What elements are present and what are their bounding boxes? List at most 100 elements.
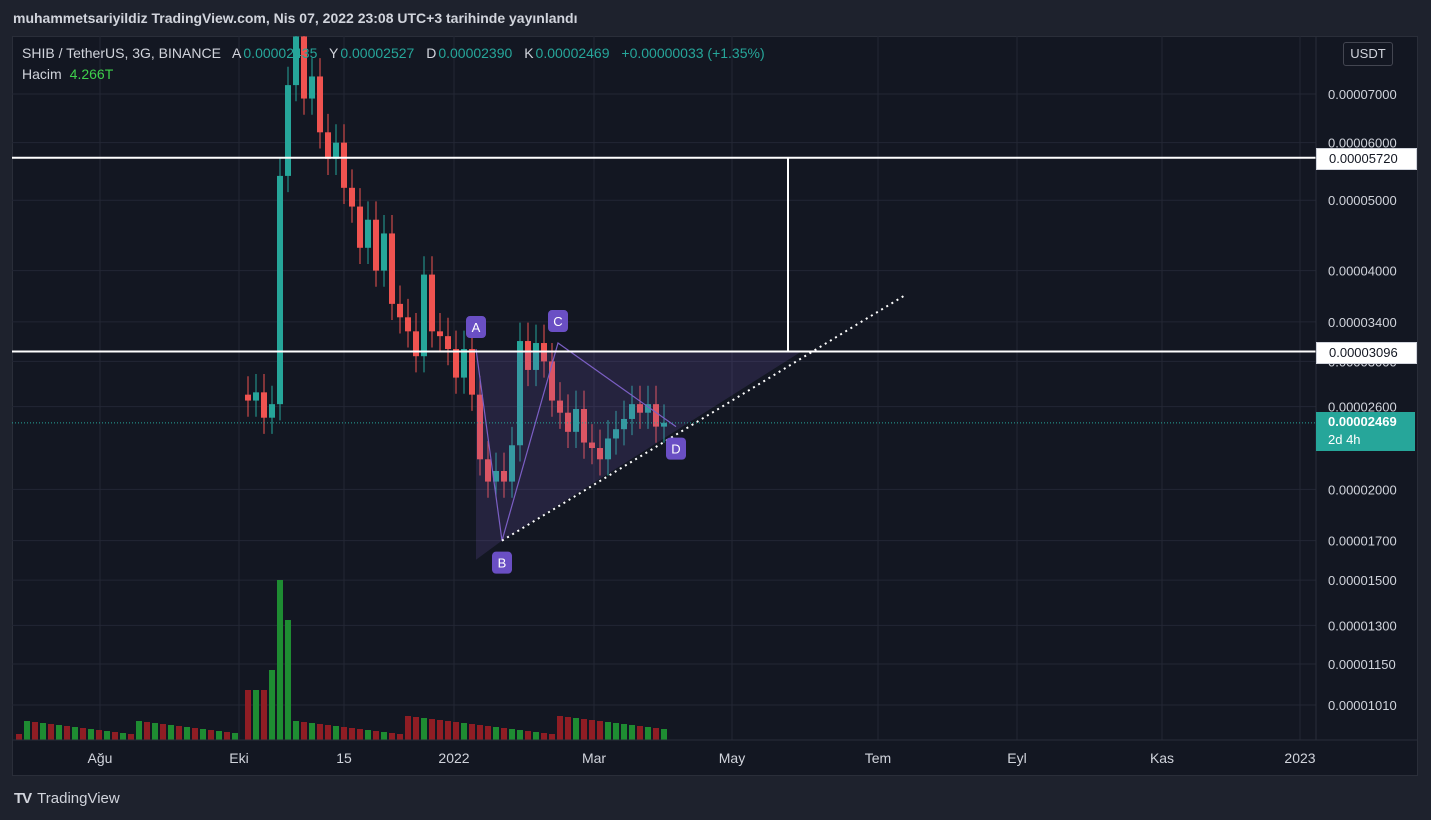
pattern-zigzag bbox=[475, 342, 677, 541]
candle-body bbox=[645, 404, 651, 413]
close-label: K bbox=[524, 45, 534, 61]
level-tag-upper: 0.00005720 bbox=[1316, 148, 1417, 170]
candle-body bbox=[421, 274, 427, 357]
volume-bar bbox=[285, 620, 291, 740]
candle-body bbox=[549, 361, 555, 401]
pattern-point-badge bbox=[492, 551, 512, 574]
volume-bar bbox=[589, 720, 595, 740]
volume-bar bbox=[301, 722, 307, 740]
volume-bar bbox=[24, 721, 30, 740]
volume-bar bbox=[637, 726, 643, 740]
volume-bar bbox=[56, 725, 62, 740]
volume-label: Hacim bbox=[22, 66, 62, 82]
volume-bar bbox=[557, 716, 563, 740]
volume-bar bbox=[104, 731, 110, 740]
volume-bar bbox=[421, 718, 427, 740]
candle-body bbox=[637, 404, 643, 413]
time-tick-label: Tem bbox=[865, 750, 891, 766]
support-trendline bbox=[501, 294, 906, 542]
volume-bar bbox=[120, 733, 126, 740]
volume-bar bbox=[429, 719, 435, 740]
candle-body bbox=[365, 219, 371, 248]
volume-bar bbox=[653, 728, 659, 740]
candle-body bbox=[565, 412, 571, 432]
change-value: +0.00000033 (+1.35%) bbox=[621, 45, 765, 61]
volume-bar bbox=[128, 734, 134, 740]
candle-body bbox=[405, 317, 411, 332]
volume-bar bbox=[613, 723, 619, 740]
volume-bar bbox=[573, 718, 579, 740]
candle-body bbox=[661, 422, 667, 427]
volume-bar bbox=[461, 723, 467, 740]
volume-bar bbox=[389, 733, 395, 740]
volume-bar bbox=[176, 726, 182, 740]
volume-bar bbox=[549, 734, 555, 740]
volume-bar bbox=[261, 690, 267, 740]
volume-bar bbox=[309, 723, 315, 740]
volume-bar bbox=[565, 717, 571, 740]
price-tick-label: 0.00004000 bbox=[1328, 264, 1397, 279]
candle-body bbox=[341, 142, 347, 188]
pattern-fill bbox=[476, 351, 802, 560]
volume-bar bbox=[317, 724, 323, 740]
volume-bar bbox=[485, 726, 491, 740]
candle-body bbox=[389, 233, 395, 304]
volume-bar bbox=[333, 726, 339, 740]
candle-body bbox=[293, 36, 299, 86]
time-tick-label: Eyl bbox=[1007, 750, 1026, 766]
volume-legend: Hacim 4.266T bbox=[22, 66, 113, 82]
candle-body bbox=[533, 343, 539, 370]
volume-bar bbox=[269, 670, 275, 740]
volume-bar bbox=[192, 728, 198, 740]
volume-bar bbox=[200, 729, 206, 740]
volume-bar bbox=[453, 722, 459, 740]
candle-body bbox=[285, 85, 291, 176]
volume-bar bbox=[152, 723, 158, 740]
bar-countdown: 2d 4h bbox=[1328, 432, 1361, 447]
pattern-point-badge bbox=[466, 316, 486, 339]
volume-bars bbox=[16, 580, 667, 740]
time-tick-label: 15 bbox=[336, 750, 352, 766]
volume-bar bbox=[253, 690, 259, 740]
symbol-label[interactable]: SHIB / TetherUS, 3G, BINANCE bbox=[22, 45, 221, 61]
candle-body bbox=[381, 233, 387, 271]
candle-body bbox=[277, 175, 283, 405]
currency-selector[interactable]: USDT bbox=[1343, 42, 1393, 66]
ohlc-legend: SHIB / TetherUS, 3G, BINANCE A 0.00002435… bbox=[22, 45, 773, 61]
price-tick-label: 0.00001150 bbox=[1328, 657, 1396, 672]
pattern-point-badge bbox=[666, 437, 686, 460]
level-tag-lower: 0.00003096 bbox=[1316, 342, 1417, 364]
candle-body bbox=[621, 418, 627, 430]
pattern-point-label: A bbox=[472, 320, 481, 335]
tradingview-footer[interactable]: TV TradingView bbox=[14, 790, 120, 807]
triangle-pattern: A B C D bbox=[466, 294, 906, 574]
price-tick-label: 0.00005000 bbox=[1328, 193, 1397, 208]
publish-header: muhammetsariyildiz TradingView.com, Nis … bbox=[13, 10, 578, 26]
candle-body bbox=[253, 392, 259, 401]
price-tick-label: 0.00001010 bbox=[1328, 698, 1397, 713]
candle-body bbox=[525, 341, 531, 370]
candle-body bbox=[613, 429, 619, 439]
volume-bar bbox=[469, 724, 475, 740]
time-tick-label: Kas bbox=[1150, 750, 1174, 766]
candle-body bbox=[477, 394, 483, 460]
volume-bar bbox=[581, 719, 587, 740]
low-label: D bbox=[426, 45, 437, 61]
volume-bar bbox=[224, 732, 230, 740]
candle-body bbox=[349, 187, 355, 207]
high-label: Y bbox=[329, 45, 339, 61]
price-tick-label: 0.00007000 bbox=[1328, 87, 1397, 102]
volume-bar bbox=[621, 724, 627, 740]
price-tick-label: 0.00001700 bbox=[1328, 534, 1397, 549]
volume-bar bbox=[597, 721, 603, 740]
chart-frame bbox=[12, 36, 1418, 776]
volume-bar bbox=[605, 722, 611, 740]
volume-bar bbox=[184, 727, 190, 740]
candle-body bbox=[357, 206, 363, 248]
volume-bar bbox=[533, 732, 539, 740]
candle-body bbox=[373, 219, 379, 271]
volume-bar bbox=[245, 690, 251, 740]
volume-bar bbox=[661, 729, 667, 740]
volume-value: 4.266T bbox=[69, 66, 114, 82]
